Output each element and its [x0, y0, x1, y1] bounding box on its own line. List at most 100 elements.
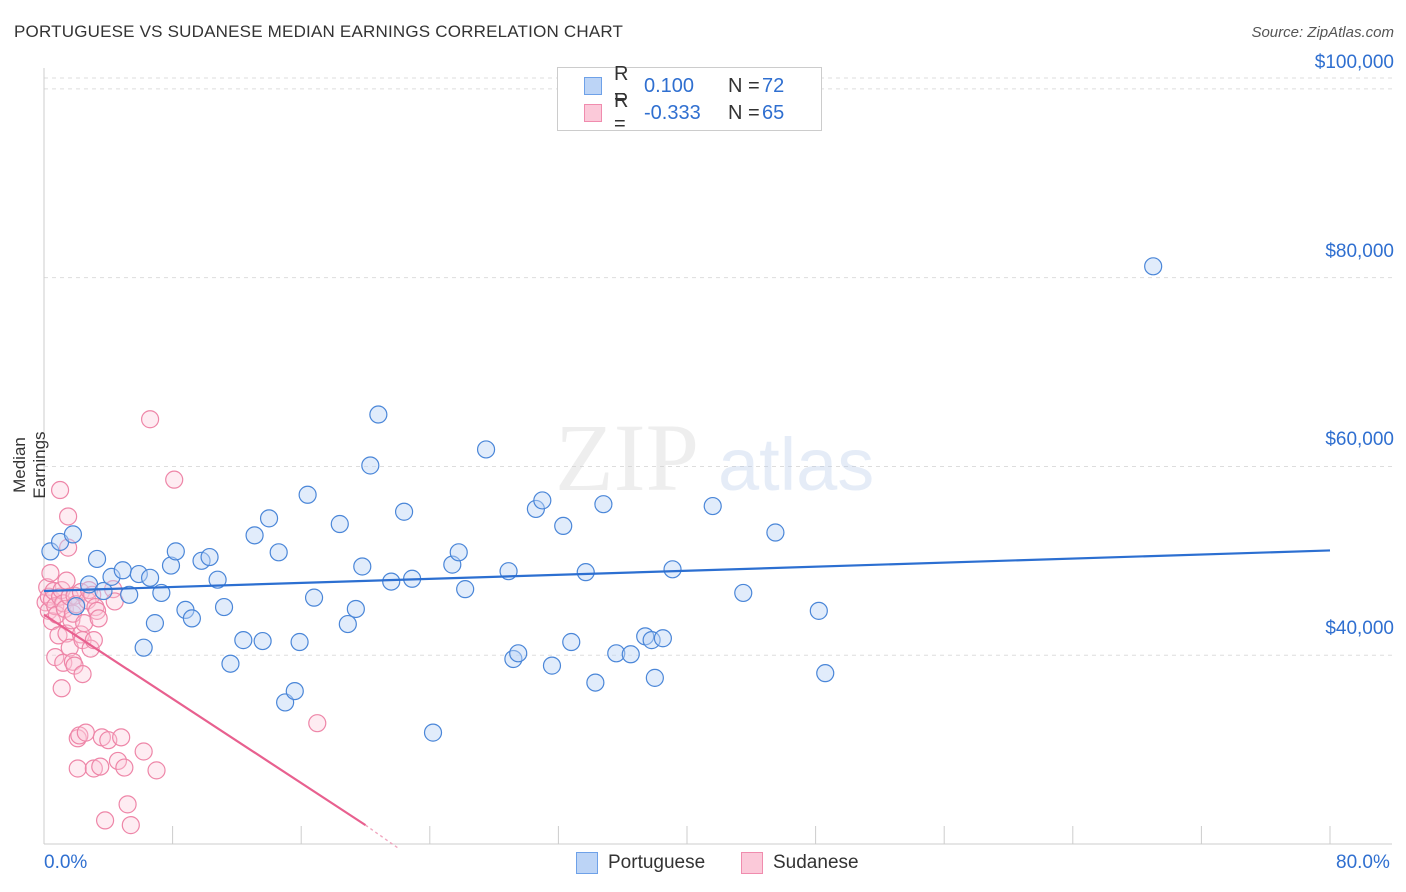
- sudanese-point: [115, 758, 134, 777]
- portuguese-point: [504, 649, 523, 669]
- portuguese-point: [259, 509, 279, 528]
- portuguese-point: [353, 557, 372, 576]
- portuguese-point: [214, 597, 234, 617]
- sudanese-point: [50, 480, 70, 500]
- portuguese-point: [816, 664, 835, 683]
- portuguese-point: [134, 638, 153, 657]
- legend-n-label: N =: [728, 74, 760, 97]
- portuguese-point: [594, 495, 613, 514]
- series-swatch-portuguese: [576, 852, 598, 874]
- sudanese-point: [308, 714, 327, 733]
- watermark-zip: ZIP: [555, 404, 699, 511]
- gridlines: [44, 77, 1392, 656]
- series-legend: Portuguese Sudanese: [0, 852, 1406, 876]
- x-tick-label-max: 80.0%: [1336, 852, 1390, 873]
- portuguese-point: [642, 631, 661, 650]
- portuguese-point: [253, 631, 272, 651]
- portuguese-point: [285, 681, 304, 701]
- portuguese-point: [766, 523, 785, 542]
- legend-row-portuguese: R = 0.100 N = 72: [584, 63, 785, 108]
- y-tick-label: $60,000: [1325, 429, 1394, 451]
- portuguese-point: [456, 580, 475, 599]
- portuguese-point: [607, 644, 626, 663]
- series-legend-sudanese: Sudanese: [741, 852, 859, 874]
- portuguese-point: [449, 543, 468, 562]
- series-label-sudanese: Sudanese: [773, 852, 859, 873]
- portuguese-point: [87, 549, 107, 569]
- sudanese-point: [108, 751, 128, 771]
- portuguese-point: [562, 632, 581, 652]
- portuguese-point: [113, 561, 132, 580]
- portuguese-point: [94, 581, 113, 601]
- legend-swatch-portuguese: [584, 77, 602, 95]
- portuguese-point: [269, 543, 288, 562]
- y-tick-label: $100,000: [1314, 51, 1394, 73]
- portuguese-point: [120, 585, 139, 604]
- portuguese-point: [140, 568, 160, 587]
- correlation-legend: R = 0.100 N = 72 R = -0.333 N = 65: [557, 63, 822, 135]
- sudanese-point: [121, 816, 140, 835]
- portuguese-point: [542, 656, 562, 675]
- sudanese-point: [134, 742, 153, 761]
- portuguese-point: [509, 644, 528, 663]
- portuguese-point: [152, 583, 171, 603]
- chart-title: PORTUGUESE VS SUDANESE MEDIAN EARNINGS C…: [14, 22, 624, 41]
- portuguese-point: [245, 526, 264, 545]
- portuguese-point: [369, 405, 388, 424]
- sudanese-point: [54, 653, 73, 672]
- sudanese-point: [140, 410, 160, 429]
- trend-lines: [43, 549, 1331, 849]
- portuguese-point: [200, 547, 219, 567]
- sudanese-point: [147, 761, 166, 780]
- portuguese-points: [41, 257, 1163, 742]
- portuguese-point: [41, 542, 60, 561]
- sudanese-point: [57, 571, 76, 590]
- portuguese-point: [476, 440, 496, 459]
- portuguese-point: [533, 491, 552, 510]
- sudanese-trend-line: [43, 613, 367, 827]
- axes: [43, 68, 1392, 845]
- sudanese-point: [87, 601, 107, 620]
- portuguese-point: [129, 564, 148, 584]
- watermark: ZIP atlas: [555, 404, 874, 511]
- legend-n-value: 72: [762, 74, 785, 97]
- sudanese-trend-extension: [365, 824, 399, 849]
- sudanese-point: [68, 759, 87, 778]
- portuguese-point: [554, 516, 573, 536]
- series-swatch-sudanese: [741, 852, 763, 874]
- y-axis-label: Median Earnings: [10, 431, 49, 499]
- portuguese-point: [145, 614, 165, 633]
- portuguese-point: [161, 556, 181, 575]
- portuguese-point: [653, 629, 672, 648]
- legend-r-label: R =: [614, 90, 629, 135]
- legend-r-label: R =: [614, 63, 629, 108]
- y-tick-label: $80,000: [1325, 240, 1394, 262]
- legend-row-sudanese: R = -0.333 N = 65: [584, 90, 785, 135]
- portuguese-point: [63, 525, 83, 544]
- portuguese-point: [621, 645, 640, 664]
- sudanese-point: [118, 795, 137, 814]
- sudanese-point: [59, 507, 78, 526]
- legend-n-label: N =: [728, 101, 760, 124]
- portuguese-point: [663, 560, 682, 579]
- x-tick-label-min: 0.0%: [44, 852, 88, 873]
- sudanese-point: [95, 811, 115, 830]
- legend-n-value: 65: [762, 101, 785, 124]
- portuguese-point: [394, 502, 414, 521]
- sudanese-point: [165, 470, 184, 489]
- portuguese-point: [361, 456, 380, 475]
- sudanese-point: [84, 759, 103, 778]
- portuguese-point: [645, 668, 664, 687]
- portuguese-point: [330, 514, 349, 534]
- series-legend-portuguese: Portuguese: [576, 852, 705, 874]
- sudanese-point: [75, 614, 94, 633]
- portuguese-point: [809, 601, 828, 620]
- portuguese-trend-line: [43, 549, 1331, 593]
- portuguese-point: [67, 597, 86, 616]
- portuguese-point: [346, 599, 365, 619]
- portuguese-point: [304, 588, 324, 607]
- sudanese-point: [89, 609, 108, 628]
- portuguese-point: [703, 496, 722, 516]
- legend-swatch-sudanese: [584, 104, 602, 122]
